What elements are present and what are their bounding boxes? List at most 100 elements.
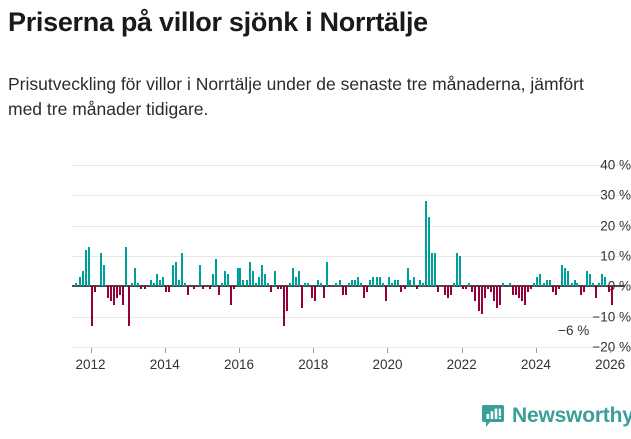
bar	[533, 283, 536, 287]
bar	[443, 286, 446, 296]
bar	[125, 246, 128, 287]
bar	[428, 216, 431, 287]
bar	[477, 286, 480, 311]
bar	[313, 286, 316, 302]
y-axis-tick-label: 40 %	[600, 157, 631, 173]
bar	[455, 252, 458, 287]
page-subtitle: Prisutveckling för villor i Norrtälje un…	[8, 74, 584, 119]
bar	[81, 271, 84, 287]
bar	[384, 286, 387, 302]
bar	[554, 286, 557, 296]
bar	[131, 283, 134, 287]
logo-wordmark: Newsworthy	[512, 404, 631, 427]
bar	[527, 286, 530, 293]
bar	[162, 277, 165, 287]
bar	[217, 286, 220, 296]
bar	[434, 252, 437, 287]
bar	[431, 252, 434, 287]
bar	[462, 286, 465, 290]
bar	[298, 271, 301, 287]
gridline	[72, 256, 625, 257]
bar	[397, 280, 400, 287]
bar	[551, 286, 554, 293]
bar	[468, 283, 471, 287]
bar	[437, 286, 440, 293]
bar	[174, 262, 177, 287]
bar	[137, 283, 140, 287]
bar	[400, 286, 403, 293]
bar	[292, 268, 295, 287]
bar	[112, 286, 115, 305]
bar	[561, 265, 564, 287]
bar	[381, 283, 384, 287]
bar	[409, 280, 412, 287]
bar	[511, 286, 514, 296]
bar	[422, 283, 425, 287]
x-axis-tick	[387, 348, 389, 353]
gridline	[72, 316, 625, 318]
bar	[304, 283, 307, 287]
bar	[199, 265, 202, 287]
bar	[258, 277, 261, 287]
bar	[542, 283, 545, 287]
bar	[449, 286, 452, 296]
bar	[360, 283, 363, 287]
x-axis-tick-label: 2012	[75, 357, 106, 372]
bar	[202, 286, 205, 290]
bar	[267, 283, 270, 287]
bar	[121, 286, 124, 305]
bar	[375, 277, 378, 287]
bar	[353, 280, 356, 287]
bar	[545, 280, 548, 287]
bar	[508, 283, 511, 287]
bar	[270, 286, 273, 293]
bar	[499, 286, 502, 305]
bar	[168, 286, 171, 293]
bar	[350, 280, 353, 287]
bar	[335, 283, 338, 287]
bar	[601, 274, 604, 287]
bar	[452, 283, 455, 287]
bar	[347, 283, 350, 287]
gridline	[72, 347, 625, 348]
newsworthy-logo[interactable]: Newsworthy	[481, 404, 631, 428]
bar	[103, 265, 106, 287]
zero-axis-line	[72, 285, 625, 288]
bar	[255, 283, 258, 287]
bar	[514, 286, 517, 296]
bar	[288, 283, 291, 287]
bar	[134, 268, 137, 287]
bar	[338, 280, 341, 287]
bar	[295, 277, 298, 287]
bar	[425, 201, 428, 287]
bar	[100, 252, 103, 287]
bar	[415, 286, 418, 290]
bar	[557, 286, 560, 290]
bar	[592, 283, 595, 287]
bar	[165, 286, 168, 293]
bar	[115, 286, 118, 299]
page-title: Priserna på villor sjönk i Norrtälje	[8, 7, 428, 37]
bar	[372, 277, 375, 287]
bar	[118, 286, 121, 296]
bar	[378, 277, 381, 287]
bar	[91, 286, 94, 326]
bar	[474, 286, 477, 302]
bar	[261, 265, 264, 287]
bar	[595, 286, 598, 299]
bar	[282, 286, 285, 326]
x-axis-tick	[164, 348, 166, 353]
bar	[171, 265, 174, 287]
y-axis-tick-label: 10 %	[600, 248, 631, 264]
bar	[530, 286, 533, 290]
bar	[106, 286, 109, 299]
bar	[492, 286, 495, 302]
bar-chart-bubble-icon	[481, 404, 505, 428]
bar	[227, 274, 230, 287]
bar	[582, 286, 585, 293]
bar	[465, 286, 468, 290]
bar	[84, 249, 87, 287]
bar	[406, 268, 409, 287]
bar	[487, 286, 490, 290]
